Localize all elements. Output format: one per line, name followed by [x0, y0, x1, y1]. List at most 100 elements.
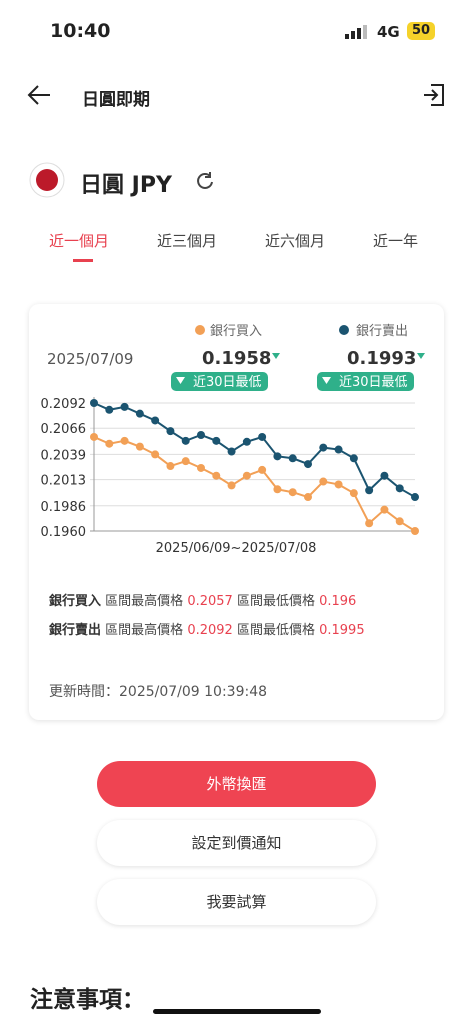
- point: [151, 416, 160, 425]
- series-line: [93, 436, 416, 532]
- point: [227, 447, 236, 456]
- point: [288, 488, 297, 497]
- point: [105, 405, 114, 414]
- stat-low: 0.196: [319, 594, 357, 609]
- y-tick-label: 0.2066: [41, 422, 87, 437]
- point: [349, 489, 358, 498]
- series-line: [93, 402, 416, 498]
- down-arrow: [417, 353, 425, 359]
- point: [411, 527, 419, 535]
- point: [212, 471, 221, 480]
- stat-high-label: 區間最高價格: [105, 623, 184, 638]
- stat-label: 銀行買入: [49, 594, 102, 609]
- tab-indicator: [73, 259, 93, 262]
- point: [166, 462, 175, 471]
- badge-arrow: [322, 377, 331, 384]
- point: [319, 443, 328, 452]
- stat-row: 銀行賣出 區間最高價格 0.2092 區間最低價格 0.1995: [49, 619, 365, 638]
- signal-icon: [345, 25, 367, 39]
- tab[interactable]: 近一年: [373, 232, 419, 250]
- point: [181, 457, 190, 466]
- notice-title: 注意事項：: [30, 987, 145, 1013]
- legend-marker: [339, 325, 349, 335]
- point: [105, 439, 114, 448]
- current-rate: 0.1993: [347, 348, 416, 369]
- x-axis-label: 2025/06/09~2025/07/08: [156, 541, 317, 556]
- chart: 2025/07/09 2025/06/09~2025/07/08 0.2092 0.2…: [41, 324, 425, 556]
- point: [90, 432, 98, 441]
- back-button[interactable]: [26, 83, 52, 107]
- point: [258, 465, 267, 474]
- badge-text: 近30日最低: [339, 375, 408, 390]
- tab[interactable]: 近一個月: [49, 232, 110, 250]
- battery: 50: [407, 22, 435, 40]
- point: [273, 485, 282, 494]
- point: [411, 493, 419, 502]
- point: [395, 484, 404, 493]
- stat-high: 0.2092: [187, 623, 233, 638]
- logout-button[interactable]: [421, 82, 447, 108]
- y-tick-label: 0.1986: [41, 500, 87, 515]
- point: [135, 409, 144, 418]
- alert-button[interactable]: 設定到價通知: [97, 820, 376, 866]
- status-time: 10:40: [50, 20, 111, 42]
- y-tick-label: 0.1960: [41, 525, 87, 540]
- point: [273, 452, 282, 461]
- page-title: 日圓即期: [82, 90, 150, 110]
- update-time: 更新時間：2025/07/09 10:39:48: [49, 684, 268, 700]
- tab[interactable]: 近三個月: [157, 232, 218, 250]
- badge: [317, 372, 414, 391]
- point: [135, 442, 144, 451]
- badge-text: 近30日最低: [193, 375, 262, 390]
- y-tick-label: 0.2039: [41, 448, 87, 463]
- point: [90, 399, 98, 407]
- network: 4G: [377, 23, 400, 41]
- calculator-button[interactable]: 我要試算: [97, 879, 376, 925]
- point: [304, 460, 312, 469]
- point: [365, 486, 374, 495]
- point: [304, 493, 312, 502]
- point: [395, 517, 404, 526]
- point: [120, 436, 129, 445]
- y-tick-label: 0.2092: [41, 397, 87, 412]
- stat-high: 0.2057: [187, 594, 233, 609]
- point: [166, 427, 175, 436]
- point: [227, 481, 236, 490]
- stat-low-label: 區間最低價格: [236, 594, 315, 609]
- currency-name: 日圓 JPY: [80, 173, 172, 198]
- point: [120, 402, 129, 411]
- point: [242, 471, 251, 480]
- point: [380, 505, 389, 514]
- stat-label: 銀行賣出: [49, 623, 102, 638]
- point: [197, 431, 205, 439]
- point: [349, 454, 358, 463]
- point: [151, 450, 160, 459]
- refresh-button[interactable]: [194, 170, 216, 192]
- stat-low-label: 區間最低價格: [236, 623, 315, 638]
- badge-arrow: [176, 377, 185, 384]
- legend-marker: [195, 325, 205, 335]
- badge: [171, 372, 268, 391]
- point: [288, 454, 297, 463]
- point: [365, 519, 374, 528]
- legend-label: 銀行買入: [210, 324, 262, 339]
- point: [334, 445, 343, 454]
- flag-icon: [29, 162, 65, 198]
- point: [334, 480, 343, 489]
- stat-high-label: 區間最高價格: [105, 594, 184, 609]
- point: [197, 463, 205, 472]
- tab[interactable]: 近六個月: [265, 232, 326, 250]
- stat-low: 0.1995: [319, 623, 365, 638]
- current-rate: 0.1958: [202, 348, 271, 369]
- stat-row: 銀行買入 區間最高價格 0.2057 區間最低價格 0.196: [49, 590, 356, 609]
- home-indicator: [153, 1009, 321, 1014]
- point: [212, 436, 221, 445]
- point: [242, 437, 251, 446]
- exchange-button[interactable]: 外幣換匯: [97, 761, 376, 807]
- legend-label: 銀行賣出: [356, 324, 408, 339]
- chart-date: 2025/07/09: [47, 350, 133, 368]
- point: [181, 436, 190, 445]
- point: [319, 477, 328, 486]
- point: [380, 471, 389, 480]
